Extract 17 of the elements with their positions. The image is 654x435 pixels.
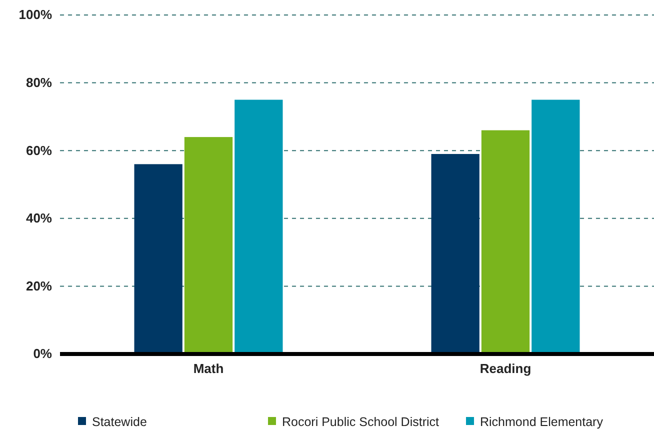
y-tick-label: 40% bbox=[26, 210, 52, 226]
legend-label: Rocori Public School District bbox=[282, 415, 440, 429]
bar bbox=[532, 100, 580, 354]
x-tick-label: Math bbox=[193, 361, 224, 376]
y-tick-label: 100% bbox=[18, 7, 52, 22]
y-tick-label: 20% bbox=[26, 278, 52, 294]
x-tick-label: Reading bbox=[480, 361, 532, 376]
bar bbox=[431, 154, 480, 354]
bar bbox=[481, 130, 530, 354]
bar bbox=[234, 100, 283, 354]
y-tick-label: 80% bbox=[26, 74, 52, 90]
legend-label: Richmond Elementary bbox=[480, 415, 604, 429]
legend-label: Statewide bbox=[92, 415, 147, 429]
y-tick-label: 0% bbox=[33, 346, 52, 362]
bar bbox=[184, 137, 233, 354]
y-tick-label: 60% bbox=[26, 142, 52, 158]
bar bbox=[134, 164, 182, 354]
